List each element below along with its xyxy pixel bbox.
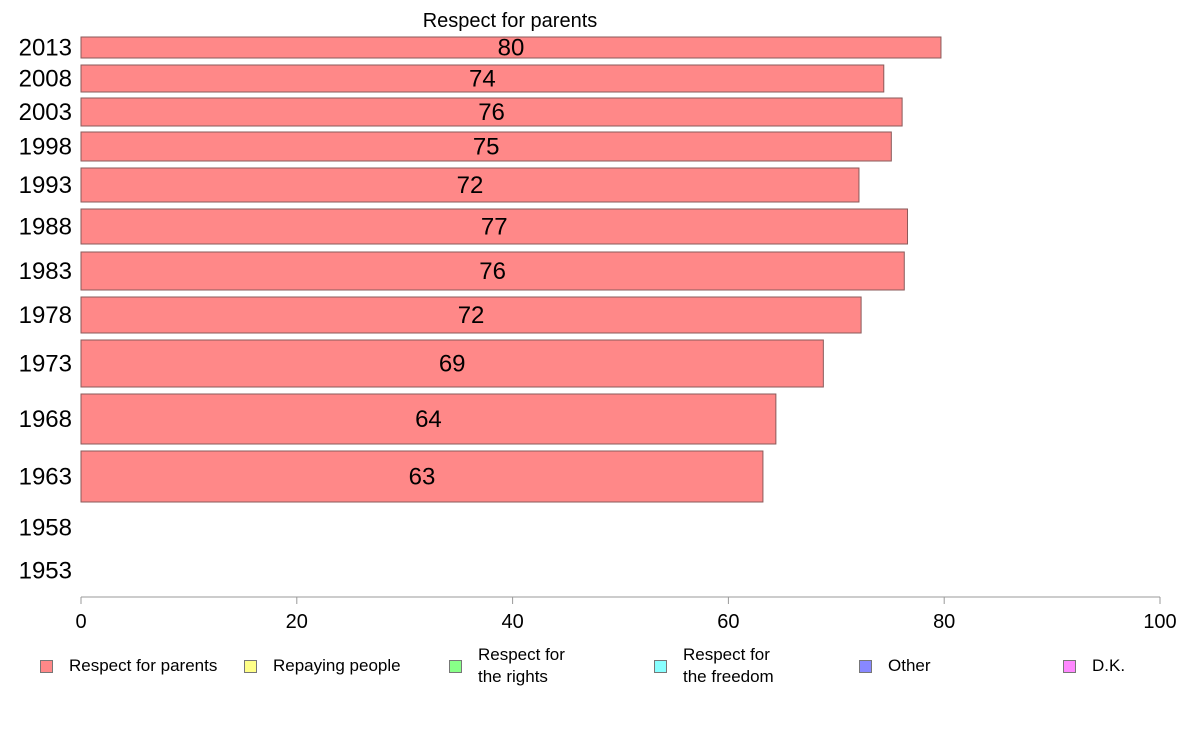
data-label-1993: 72 [457,172,484,199]
bar-1993 [80,167,860,203]
bar-1998 [80,131,892,162]
y-tick-label-1963: 1963 [19,464,72,491]
y-tick-label-2003: 2003 [19,99,72,126]
x-tick-label-20: 20 [286,611,308,633]
legend-label: Other [888,656,931,675]
bar-1973 [80,339,824,388]
y-tick-label-1953: 1953 [19,558,72,585]
bar-2008 [80,64,885,93]
y-tick-label-1973: 1973 [19,351,72,378]
legend-label: Respect for parents [69,656,218,675]
legend-swatch [654,659,667,673]
bar-1963 [80,450,764,503]
legend-item: Respect for parents [40,655,217,677]
legend-swatch [449,659,462,673]
data-label-2013: 80 [498,35,525,62]
data-label-2003: 76 [478,99,505,126]
data-label-1998: 75 [473,134,500,161]
legend-item: Respect for the freedom [654,644,774,688]
x-tick-label-100: 100 [1143,611,1176,633]
y-tick-label-1988: 1988 [19,214,72,241]
legend-item: Repaying people [244,655,401,677]
data-label-1988: 77 [481,214,508,241]
bar-1983 [80,251,905,291]
data-label-1978: 72 [458,302,485,329]
data-label-1973: 69 [439,351,466,378]
chart-title: Respect for parents [423,10,598,32]
y-tick-label-1998: 1998 [19,134,72,161]
legend-item: Other [859,655,931,677]
x-tick-label-80: 80 [933,611,955,633]
legend-swatch [859,659,872,673]
bar-1968 [80,393,777,445]
bar-2003 [80,97,903,127]
legend-item: D.K. [1063,655,1125,677]
legend-swatch [244,659,257,673]
y-axis-labels: 2013 2008 2003 1998 1993 1988 1983 1978 1973 1968… [19,35,72,585]
x-axis: 0 20 40 60 80 100 [75,596,1177,633]
y-tick-label-1978: 1978 [19,302,72,329]
bar-2013 [80,36,942,59]
y-tick-label-1993: 1993 [19,172,72,199]
bar-1978 [80,296,862,334]
y-tick-label-1968: 1968 [19,406,72,433]
legend-swatch [40,659,53,673]
x-tick-label-40: 40 [501,611,523,633]
legend-label: D.K. [1092,656,1126,675]
x-tick-label-60: 60 [717,611,739,633]
data-label-1968: 64 [415,406,442,433]
legend-label: Respect for the rights [478,645,565,686]
y-tick-label-2013: 2013 [19,35,72,62]
legend-swatch [1063,659,1076,673]
x-tick-label-0: 0 [75,611,86,633]
y-tick-label-1958: 1958 [19,515,72,542]
y-tick-label-1983: 1983 [19,258,72,285]
data-label-2008: 74 [469,66,496,93]
legend-item: Respect for the rights [449,644,565,688]
bar-chart: Respect for parents 80747675727776726964… [19,10,1177,633]
legend: Respect for parents Repaying people Respec… [0,644,1188,694]
data-label-1963: 63 [409,464,436,491]
legend-label: Respect for the freedom [683,645,774,686]
legend-label: Repaying people [273,656,401,675]
data-label-1983: 76 [479,258,506,285]
y-tick-label-2008: 2008 [19,66,72,93]
bar-1988 [80,208,909,245]
